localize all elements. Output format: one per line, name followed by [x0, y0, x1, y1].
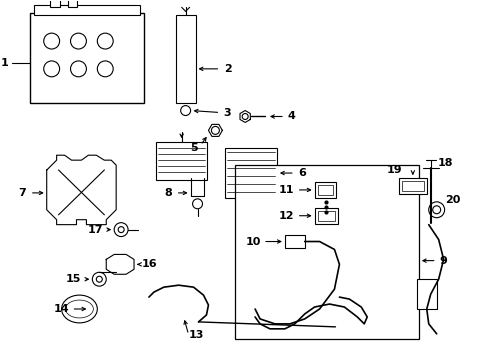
- Text: 16: 16: [142, 259, 158, 269]
- Text: 12: 12: [279, 211, 294, 221]
- Bar: [175, 15, 195, 103]
- Circle shape: [43, 33, 60, 49]
- Bar: [34, 5, 140, 15]
- Text: 20: 20: [444, 195, 459, 205]
- Text: 14: 14: [54, 304, 69, 314]
- Circle shape: [96, 276, 102, 282]
- Circle shape: [192, 199, 202, 209]
- Text: 18: 18: [437, 158, 452, 168]
- Bar: [314, 182, 336, 198]
- Text: 9: 9: [439, 256, 447, 266]
- Bar: [67, 0, 77, 7]
- Bar: [225, 148, 276, 198]
- Circle shape: [114, 223, 128, 237]
- Text: 15: 15: [66, 274, 81, 284]
- Circle shape: [70, 33, 86, 49]
- Circle shape: [97, 61, 113, 77]
- Bar: [285, 235, 304, 248]
- Bar: [317, 185, 333, 195]
- Text: 4: 4: [287, 112, 295, 121]
- Text: 10: 10: [245, 237, 260, 247]
- Ellipse shape: [61, 295, 97, 323]
- Text: 2: 2: [224, 64, 232, 74]
- Circle shape: [43, 61, 60, 77]
- Text: 3: 3: [223, 108, 231, 117]
- Text: 13: 13: [188, 330, 204, 340]
- Bar: [156, 142, 207, 180]
- Bar: [398, 178, 426, 194]
- Ellipse shape: [65, 300, 93, 318]
- Text: 5: 5: [189, 143, 197, 153]
- Circle shape: [428, 202, 444, 218]
- Bar: [317, 211, 335, 221]
- Bar: [416, 279, 436, 309]
- Bar: [401, 181, 423, 191]
- Circle shape: [92, 272, 106, 286]
- Circle shape: [180, 105, 190, 116]
- Circle shape: [70, 61, 86, 77]
- Text: 19: 19: [386, 165, 401, 175]
- Text: 8: 8: [163, 188, 171, 198]
- Circle shape: [432, 206, 440, 214]
- Circle shape: [242, 113, 247, 120]
- Bar: [30, 13, 143, 103]
- Text: 6: 6: [297, 168, 305, 178]
- Text: 11: 11: [279, 185, 294, 195]
- Text: 7: 7: [18, 188, 26, 198]
- Bar: [314, 208, 338, 224]
- Circle shape: [97, 33, 113, 49]
- Bar: [235, 165, 418, 339]
- Bar: [50, 0, 60, 7]
- Text: 17: 17: [87, 225, 103, 235]
- Circle shape: [211, 126, 219, 134]
- Circle shape: [118, 227, 124, 233]
- Text: 1: 1: [1, 58, 9, 68]
